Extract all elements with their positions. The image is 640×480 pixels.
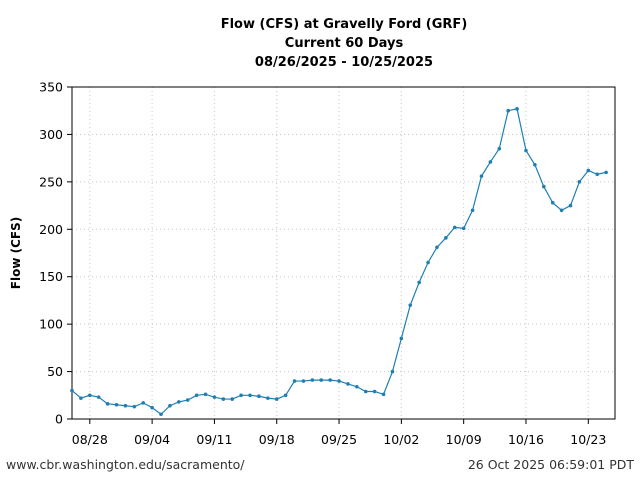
data-point [257, 394, 261, 399]
y-axis: 0 50 100 150 200 250 300 350 [39, 80, 72, 427]
data-point [150, 405, 154, 410]
data-point [239, 393, 243, 398]
y-tick-label: 50 [47, 364, 63, 379]
grid-lines [72, 86, 615, 420]
data-point [105, 402, 110, 406]
x-axis: 08/28 09/04 09/11 09/18 09/25 10/02 10/09 10/16… [72, 419, 606, 447]
data-point [372, 389, 377, 394]
data-point [515, 107, 519, 111]
data-point [497, 146, 502, 151]
flow-line [71, 108, 607, 416]
data-point [506, 108, 510, 113]
data-point [221, 397, 226, 401]
y-tick-label: 0 [55, 412, 63, 427]
data-point [426, 260, 430, 265]
data-point [604, 170, 608, 175]
y-tick-label: 250 [39, 174, 63, 189]
x-tick-label: 10/09 [446, 432, 482, 447]
x-tick-label: 09/04 [134, 432, 170, 447]
data-point [114, 402, 119, 407]
chart-title-line-1: Flow (CFS) at Gravelly Ford (GRF) [221, 17, 468, 32]
footer-timestamp: 26 Oct 2025 06:59:01 PDT [467, 457, 634, 472]
footer-url-link[interactable]: www.cbr.washington.edu/sacramento/ [6, 457, 245, 472]
y-tick-label: 100 [39, 317, 63, 332]
data-point [417, 280, 421, 285]
data-point [319, 378, 324, 382]
data-point [310, 378, 315, 382]
data-point [141, 401, 146, 405]
data-point [550, 200, 555, 205]
chart-title-line-2: Current 60 Days [285, 36, 404, 51]
data-point [488, 160, 493, 164]
data-point [337, 379, 341, 383]
data-point [292, 379, 297, 383]
x-tick-label: 09/25 [321, 432, 357, 447]
y-tick-label: 300 [39, 127, 63, 142]
data-point [363, 389, 368, 394]
x-tick-label: 09/11 [196, 432, 232, 447]
x-tick-label: 09/18 [259, 432, 295, 447]
data-point [452, 225, 457, 230]
data-point [435, 245, 439, 250]
data-point [88, 393, 92, 398]
data-point [533, 162, 537, 167]
data-point [79, 396, 83, 400]
data-point [96, 395, 101, 399]
y-tick-label: 150 [39, 269, 63, 284]
data-point [444, 236, 448, 240]
data-point [159, 412, 163, 417]
data-point [274, 397, 279, 401]
data-point [132, 404, 137, 409]
data-point [524, 148, 528, 153]
data-point [408, 303, 413, 307]
y-axis-label: Flow (CFS) [9, 217, 23, 289]
plot-frame [71, 86, 616, 420]
data-point [123, 403, 128, 408]
chart-title-line-3: 08/26/2025 - 10/25/2025 [255, 55, 433, 70]
data-point [203, 392, 208, 397]
data-point [301, 379, 306, 383]
data-point [479, 174, 484, 178]
data-point [541, 184, 546, 189]
data-point [283, 393, 288, 398]
data-point [194, 393, 199, 398]
x-tick-label: 10/02 [383, 432, 419, 447]
data-point [390, 369, 395, 374]
data-point [595, 172, 599, 177]
data-point [559, 208, 564, 213]
data-point [328, 378, 332, 382]
x-tick-label: 10/16 [508, 432, 544, 447]
data-point [70, 388, 74, 393]
data-point [355, 384, 359, 389]
x-tick-label: 10/23 [570, 432, 606, 447]
data-point [586, 168, 591, 173]
data-point [230, 397, 235, 401]
data-point [346, 382, 350, 386]
data-point [185, 398, 190, 402]
y-tick-label: 200 [39, 222, 63, 237]
data-point [212, 395, 217, 399]
data-point [577, 180, 582, 184]
x-tick-label: 08/28 [72, 432, 108, 447]
data-point [266, 396, 270, 400]
data-point [470, 208, 475, 213]
data-point [461, 226, 466, 231]
data-point [399, 336, 404, 341]
flow-series [70, 107, 608, 417]
data-point [381, 392, 386, 397]
data-point [177, 400, 181, 404]
data-point [248, 393, 252, 398]
data-point [168, 403, 172, 408]
data-point [568, 203, 573, 208]
y-tick-label: 350 [39, 80, 63, 95]
